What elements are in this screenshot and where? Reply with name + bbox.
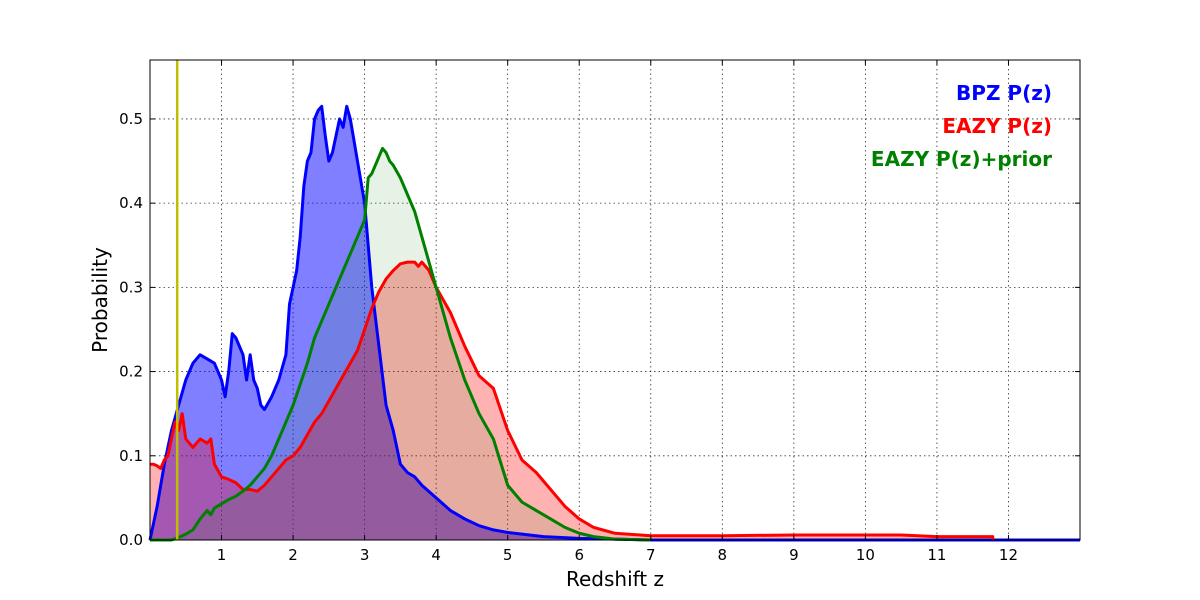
x-tick-label-11: 12 (999, 546, 1018, 564)
series-line-0 (148, 104, 1080, 542)
y-tick-label-2: 0.2 (119, 363, 143, 381)
series-fills (150, 106, 1080, 541)
legend-entry-2: EAZY P(z)+prior (871, 147, 1052, 171)
series-fill-0 (150, 106, 1080, 540)
y-axis-ticks: 0.0 0.1 0.2 0.3 0.4 0.5 (119, 110, 1080, 549)
series-fill-2 (150, 148, 651, 541)
x-tick-label-7: 8 (718, 546, 728, 564)
x-tick-label-8: 9 (789, 546, 799, 564)
x-axis-ticks: 1 2 3 4 5 6 7 8 9 10 11 12 (217, 60, 1018, 564)
y-tick-label-0: 0.0 (119, 531, 143, 549)
legend: BPZ P(z) EAZY P(z) EAZY P(z)+prior (871, 81, 1052, 171)
y-tick-label-4: 0.4 (119, 194, 143, 212)
y-tick-label-1: 0.1 (119, 447, 143, 465)
x-tick-label-1: 2 (288, 546, 298, 564)
y-tick-label-5: 0.5 (119, 110, 143, 128)
series-fill-1 (150, 262, 993, 540)
grid (150, 60, 1080, 540)
x-tick-label-4: 5 (503, 546, 513, 564)
y-axis-label: Probability (88, 247, 112, 353)
x-tick-label-3: 4 (431, 546, 441, 564)
x-tick-label-0: 1 (217, 546, 227, 564)
y-tick-label-3: 0.3 (119, 278, 143, 296)
series-line-1 (150, 260, 995, 540)
x-tick-label-5: 6 (574, 546, 584, 564)
series-lines (148, 104, 1080, 542)
x-axis-label: Redshift z (566, 567, 664, 591)
series-line-2 (150, 146, 651, 542)
legend-entry-0: BPZ P(z) (956, 81, 1052, 105)
x-tick-label-10: 11 (927, 546, 946, 564)
x-tick-label-9: 10 (856, 546, 875, 564)
plot-frame (149, 59, 1081, 541)
x-tick-label-2: 3 (360, 546, 370, 564)
legend-entry-1: EAZY P(z) (942, 114, 1052, 138)
x-tick-label-6: 7 (646, 546, 656, 564)
